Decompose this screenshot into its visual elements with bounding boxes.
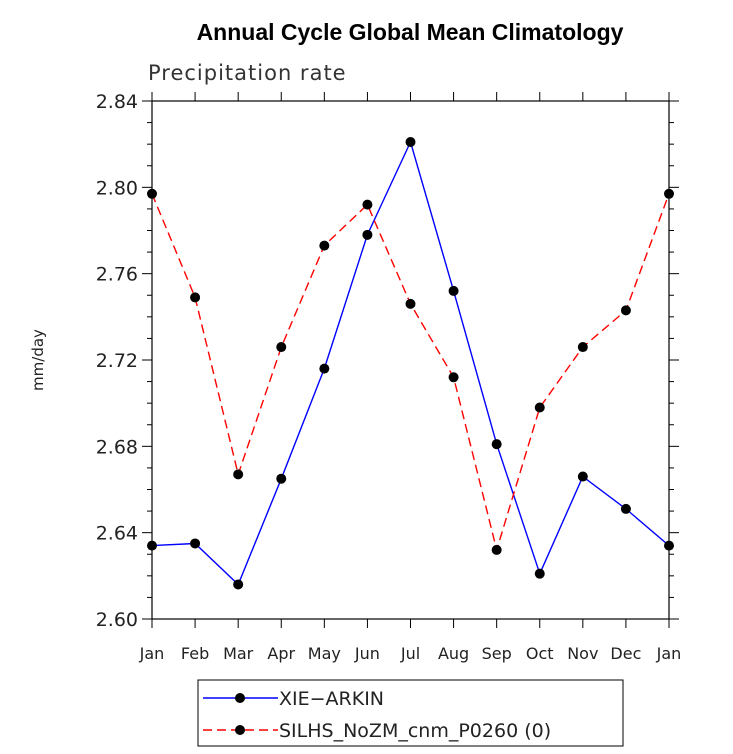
data-point xyxy=(620,503,631,514)
x-tick-label: Jan xyxy=(139,644,165,663)
x-tick-label: Feb xyxy=(181,644,209,663)
x-tick-label: Jun xyxy=(354,644,380,663)
data-point xyxy=(319,240,330,251)
x-tick-label: Apr xyxy=(267,644,295,663)
legend-marker-silhs xyxy=(235,725,245,735)
x-tick-label: May xyxy=(308,644,341,663)
series-1 xyxy=(147,188,674,555)
data-point xyxy=(362,229,373,240)
y-tick-label: 2.64 xyxy=(96,523,138,545)
plot-frame xyxy=(151,100,670,620)
data-point xyxy=(190,292,201,303)
data-point xyxy=(276,342,287,353)
data-point xyxy=(620,305,631,316)
y-tick-label: 2.60 xyxy=(96,609,138,631)
chart-subtitle: Precipitation rate xyxy=(148,61,347,85)
data-point xyxy=(534,568,545,579)
data-point xyxy=(448,372,459,383)
data-point xyxy=(147,188,157,199)
x-tick-label: Oct xyxy=(526,644,554,663)
legend-marker-xie-arkin xyxy=(235,693,245,703)
legend-box xyxy=(197,679,624,747)
y-tick-label: 2.76 xyxy=(96,264,138,286)
x-tick-label: Jul xyxy=(400,644,420,663)
chart-title: Annual Cycle Global Mean Climatology xyxy=(197,19,624,45)
y-tick-label: 2.80 xyxy=(96,177,138,199)
x-tick-label: Dec xyxy=(610,644,641,663)
legend-label-xie-arkin: XIE−ARKIN xyxy=(279,688,384,710)
data-point xyxy=(147,540,157,551)
y-axis-label: mm/day xyxy=(29,329,47,391)
data-point xyxy=(491,439,502,450)
x-tick-label: Nov xyxy=(567,644,598,663)
data-point xyxy=(491,544,502,555)
y-tick-label: 2.72 xyxy=(96,350,138,372)
data-point xyxy=(190,538,201,549)
data-point xyxy=(448,285,459,296)
series-0 xyxy=(147,137,674,590)
x-tick-label: Sep xyxy=(482,644,512,663)
x-tick-label: Mar xyxy=(223,644,254,663)
y-tick-label: 2.68 xyxy=(96,436,138,458)
series-line xyxy=(151,140,670,586)
data-point xyxy=(405,298,416,309)
series-layer xyxy=(147,137,674,590)
data-point xyxy=(577,471,588,482)
data-point xyxy=(233,469,244,480)
data-point xyxy=(233,579,244,590)
axes-layer: 2.60 2.64 2.68 2.72 2.76 2.80 2.84 Jan Feb Mar Apr… xyxy=(96,91,682,663)
data-point xyxy=(276,473,287,484)
data-point xyxy=(319,363,330,374)
x-tick-label: Jan xyxy=(656,644,682,663)
legend-label-silhs: SILHS_NoZM_cnm_P0260 (0) xyxy=(279,720,551,742)
y-tick-label: 2.84 xyxy=(96,91,138,113)
data-point xyxy=(577,342,588,353)
data-point xyxy=(362,199,373,210)
series-line xyxy=(151,193,670,553)
data-point xyxy=(405,137,416,148)
data-point xyxy=(664,540,674,551)
data-point xyxy=(534,402,545,413)
x-tick-label: Aug xyxy=(438,644,469,663)
legend: XIE−ARKIN SILHS_NoZM_cnm_P0260 (0) xyxy=(197,679,624,747)
data-point xyxy=(664,188,674,199)
